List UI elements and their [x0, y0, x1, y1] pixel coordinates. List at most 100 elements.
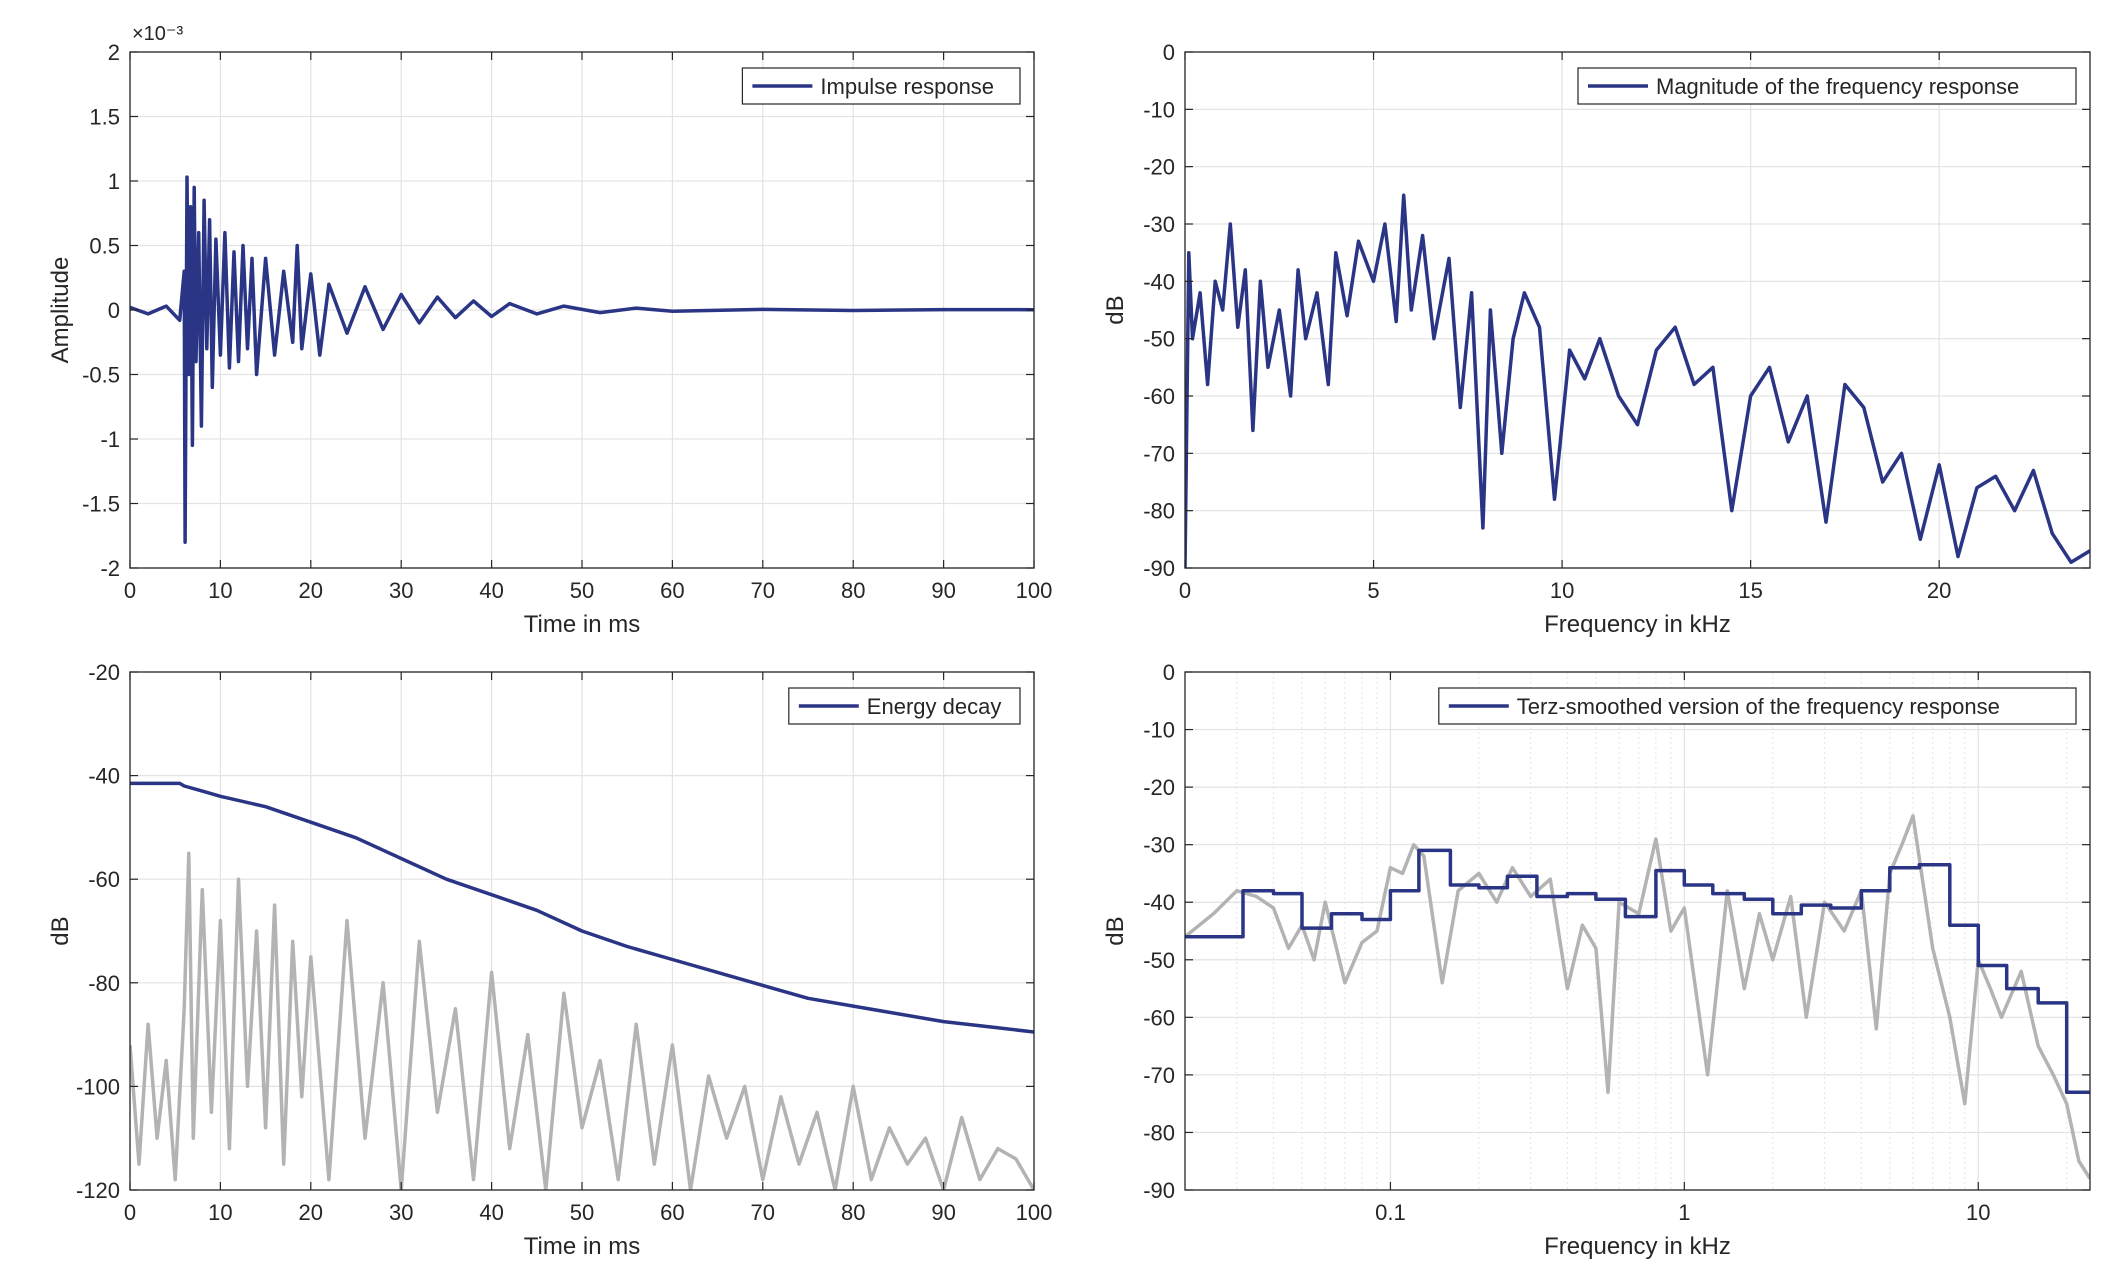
- x-tick-label: 10: [208, 1200, 232, 1225]
- y-tick-label: 2: [108, 40, 120, 65]
- y-axis-label: Amplitude: [47, 257, 74, 364]
- axes-box: [1184, 671, 2091, 1191]
- y-tick-label: -80: [1143, 1120, 1175, 1145]
- legend-box: [1438, 687, 2077, 725]
- axes-box: [1184, 51, 2091, 569]
- y-tick-label: -90: [1143, 556, 1175, 581]
- x-tick-label: 5: [1367, 578, 1379, 603]
- x-axis-label: Time in ms: [524, 1233, 640, 1260]
- x-tick-label: 0: [1179, 578, 1191, 603]
- x-tick-label: 80: [841, 578, 865, 603]
- x-tick-label: 10: [208, 578, 232, 603]
- x-tick-label: 20: [299, 1200, 323, 1225]
- chart-terz: 0.1 1 10 -90 -80 -70 -60 -50 -40 -30 -20 -10 0 Freque…: [1102, 660, 2091, 1260]
- y-tick-label: -20: [1143, 155, 1175, 180]
- x-tick-label: 0: [124, 578, 136, 603]
- x-tick-label: 50: [570, 578, 594, 603]
- y-tick-label: -80: [1143, 499, 1175, 524]
- y-tick-label: 0.5: [89, 234, 120, 259]
- y-exponent-label: ×10⁻³: [132, 23, 183, 45]
- y-tick-label: -50: [1143, 327, 1175, 352]
- y-axis-label: dB: [47, 916, 74, 945]
- series-group: [1185, 193, 2090, 568]
- x-tick-label: 90: [931, 1200, 955, 1225]
- legend: Magnitude of the frequency response: [1577, 67, 2077, 105]
- legend-label: Terz-smoothed version of the frequency r…: [1517, 694, 2000, 719]
- series-line-background: [1185, 814, 2090, 1180]
- y-tick-label: -30: [1143, 833, 1175, 858]
- x-tick-label: 50: [570, 1200, 594, 1225]
- series-line-background: [130, 851, 1034, 1190]
- y-tick-label: 1: [108, 169, 120, 194]
- legend: Impulse response: [741, 67, 1021, 105]
- x-tick-label: 100: [1016, 1200, 1053, 1225]
- y-tick-label: -60: [1143, 384, 1175, 409]
- y-tick-label: -30: [1143, 212, 1175, 237]
- legend-label: Magnitude of the frequency response: [1656, 74, 2019, 99]
- x-tick-label: 70: [751, 1200, 775, 1225]
- x-tick-label: 0: [124, 1200, 136, 1225]
- y-tick-label: 0: [1163, 660, 1175, 685]
- x-tick-label: 1: [1678, 1200, 1690, 1225]
- x-tick-label: 70: [751, 578, 775, 603]
- legend-label: Impulse response: [820, 74, 994, 99]
- y-tick-label: -0.5: [82, 363, 120, 388]
- y-tick-label: -1: [100, 427, 120, 452]
- x-tick-label: 10: [1966, 1200, 1990, 1225]
- x-tick-label: 90: [931, 578, 955, 603]
- y-tick-label: -1.5: [82, 492, 120, 517]
- legend: Energy decay: [788, 687, 1021, 725]
- x-tick-label: 15: [1738, 578, 1762, 603]
- legend: Terz-smoothed version of the frequency r…: [1438, 687, 2077, 725]
- series-line-energy-decay: [130, 781, 1034, 1034]
- x-tick-label: 30: [389, 578, 413, 603]
- y-axis-label: dB: [1102, 295, 1129, 324]
- y-tick-label: -60: [1143, 1005, 1175, 1030]
- x-tick-label: 60: [660, 1200, 684, 1225]
- series-group: [1185, 814, 2090, 1180]
- x-tick-label: 0.1: [1375, 1200, 1406, 1225]
- y-tick-label: 1.5: [89, 105, 120, 130]
- y-tick-label: -20: [1143, 775, 1175, 800]
- y-tick-label: -70: [1143, 1063, 1175, 1088]
- x-tick-label: 30: [389, 1200, 413, 1225]
- series-line-magnitude-of-the-frequency-response: [1185, 193, 2090, 568]
- chart-magnitude: 0 5 10 15 20 -90 -80 -70 -60 -50 -40 -30 -20 -10 0 Freq…: [1102, 40, 2091, 638]
- x-tick-label: 80: [841, 1200, 865, 1225]
- x-tick-label: 40: [479, 578, 503, 603]
- x-tick-label: 40: [479, 1200, 503, 1225]
- series-line-terz-smoothed-version-of-the-frequency-response: [1185, 848, 2090, 1094]
- x-tick-label: 20: [299, 578, 323, 603]
- plot-area: [1185, 672, 2090, 1190]
- series-line-impulse-response: [130, 175, 1034, 544]
- chart-impulse: 0 10 20 30 40 50 60 70 80 90 100 -2 -1.5 -1 -0.5 0 0.5 1 1…: [47, 23, 1052, 638]
- series-group: [130, 781, 1034, 1190]
- y-tick-label: -40: [1143, 890, 1175, 915]
- y-tick-label: -40: [88, 764, 120, 789]
- series-group: [130, 175, 1034, 544]
- y-tick-label: 0: [1163, 40, 1175, 65]
- y-tick-label: -10: [1143, 97, 1175, 122]
- y-tick-label: -100: [76, 1074, 120, 1099]
- y-tick-label: -60: [88, 867, 120, 892]
- x-axis-label: Frequency in kHz: [1544, 1233, 1731, 1260]
- y-tick-label: -70: [1143, 441, 1175, 466]
- y-tick-label: 0: [108, 298, 120, 323]
- y-axis-label: dB: [1102, 916, 1129, 945]
- x-tick-label: 20: [1927, 578, 1951, 603]
- y-tick-label: -50: [1143, 948, 1175, 973]
- y-tick-label: -90: [1143, 1178, 1175, 1203]
- y-tick-label: -40: [1143, 269, 1175, 294]
- x-tick-label: 100: [1016, 578, 1053, 603]
- legend-box: [1577, 67, 2077, 105]
- chart-energy: 0 10 20 30 40 50 60 70 80 90 100 -120 -100 -80 -60 -40 -…: [47, 660, 1052, 1260]
- x-tick-label: 10: [1550, 578, 1574, 603]
- y-tick-label: -20: [88, 660, 120, 685]
- y-tick-label: -2: [100, 556, 120, 581]
- legend-label: Energy decay: [867, 694, 1002, 719]
- x-axis-label: Frequency in kHz: [1544, 611, 1731, 638]
- y-tick-label: -10: [1143, 718, 1175, 743]
- y-tick-label: -80: [88, 971, 120, 996]
- y-tick-label: -120: [76, 1178, 120, 1203]
